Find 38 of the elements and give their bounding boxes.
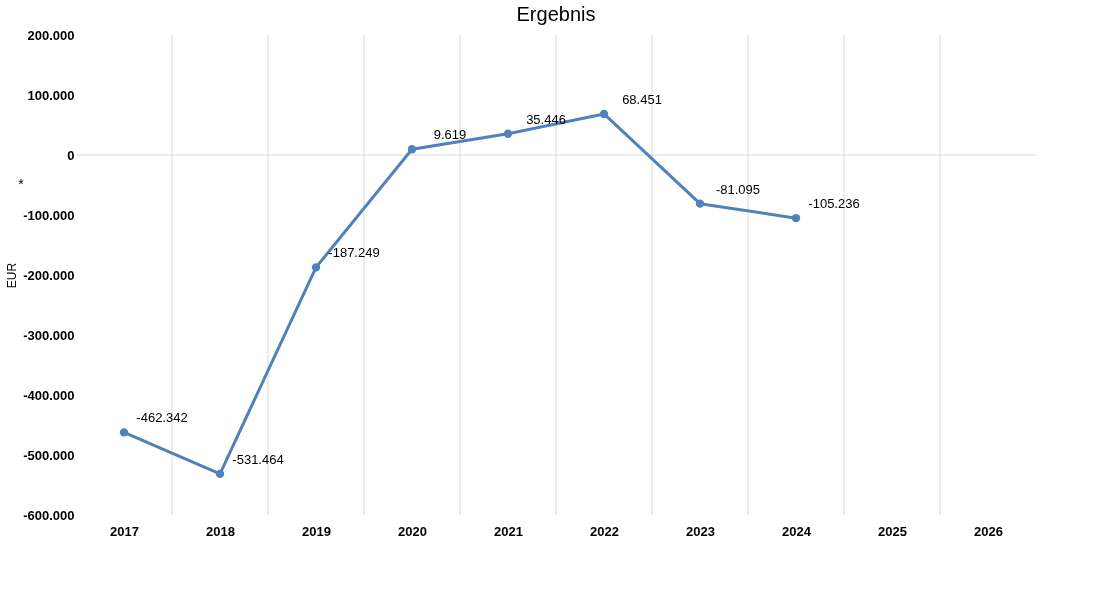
data-label: -187.249 <box>328 245 380 261</box>
data-label: 35.446 <box>526 111 566 127</box>
data-label: -81.095 <box>715 181 761 197</box>
x-tick-label: 2022 <box>590 523 619 539</box>
data-label: -105.236 <box>808 196 860 212</box>
y-tick-label: 200.000 <box>27 27 75 43</box>
x-tick-label: 2023 <box>686 523 715 539</box>
x-tick-label: 2024 <box>782 523 812 539</box>
x-tick-label: 2019 <box>302 523 331 539</box>
point <box>119 428 129 437</box>
y-tick-label: -200.000 <box>23 267 75 283</box>
point <box>599 109 609 119</box>
point <box>503 129 513 138</box>
y-axis-title: EUR <box>5 262 20 289</box>
y-tick-label: -500.000 <box>23 447 75 463</box>
chart-title: Ergebnis <box>516 3 596 25</box>
x-tick-label: 2020 <box>398 523 427 539</box>
data-label: -531.464 <box>232 451 284 467</box>
point <box>407 145 417 154</box>
point <box>791 213 801 223</box>
point <box>311 263 321 272</box>
data-label: 68.451 <box>622 91 662 107</box>
x-tick-label: 2026 <box>974 523 1003 539</box>
y-tick-label: -100.000 <box>23 207 75 223</box>
y-tick-label: -600.000 <box>23 507 75 523</box>
y-tick-label: 0 <box>67 147 75 163</box>
x-tick-label: 2021 <box>494 523 523 539</box>
point <box>215 469 225 479</box>
x-tick-label: 2025 <box>878 523 907 539</box>
y-tick-label: 100.000 <box>27 87 75 103</box>
point <box>695 199 705 208</box>
x-tick-label: 2017 <box>110 523 139 539</box>
y-tick-label: -300.000 <box>23 327 75 343</box>
data-label: 9.619 <box>433 127 467 143</box>
x-tick-label: 2018 <box>206 523 235 539</box>
text: * <box>18 176 25 192</box>
y-tick-label: -400.000 <box>23 387 75 403</box>
data-label: -462.342 <box>136 410 188 426</box>
